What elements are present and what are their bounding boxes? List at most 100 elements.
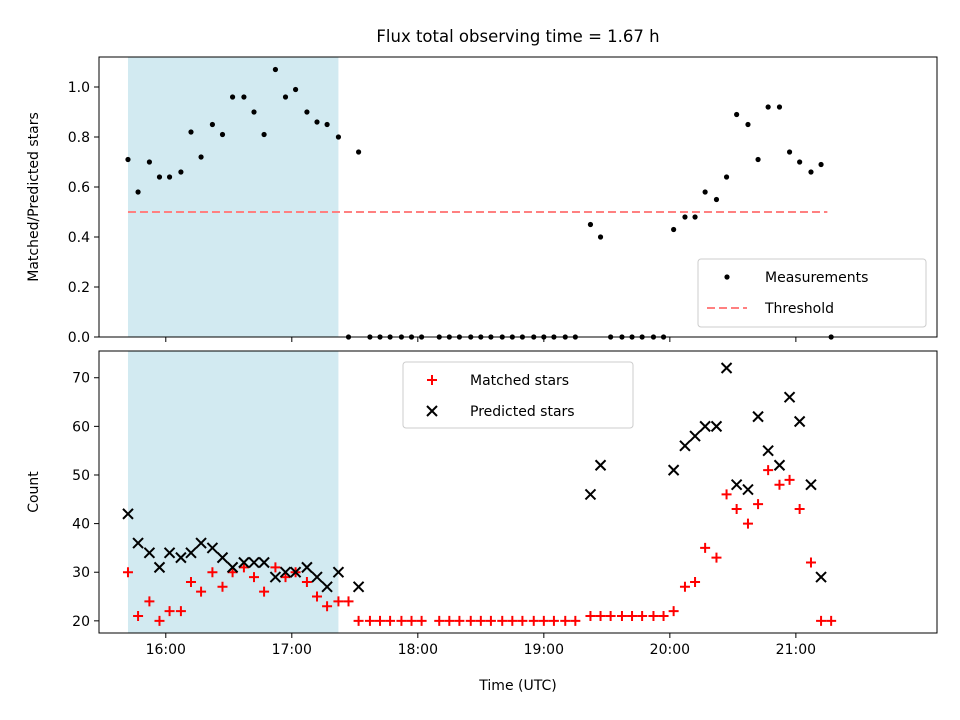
predicted-star-point (710, 420, 723, 433)
measurement-point (282, 94, 289, 100)
shaded-interval (127, 57, 339, 337)
matched-star-point (605, 610, 616, 621)
y-tick-label: 0.0 (68, 330, 90, 346)
matched-star-point (721, 489, 732, 500)
y-tick-label: 0.8 (68, 130, 90, 146)
matched-star-point (711, 552, 722, 563)
matched-star-point (454, 615, 465, 626)
legend-box (402, 361, 634, 429)
measurement-point (682, 214, 688, 220)
y-tick-label: 60 (72, 419, 90, 435)
matched-star-point (475, 615, 486, 626)
matched-star-point (805, 557, 816, 568)
axes-frame (98, 56, 938, 338)
y-axis-label: Count (26, 471, 42, 513)
measurement-point (229, 94, 236, 100)
predicted-star-point (311, 571, 323, 583)
predicted-star-point (321, 581, 333, 593)
matched-star-point (416, 615, 427, 626)
legend: Matched stars Predicted stars (402, 361, 634, 429)
x-tick-label: 16:00 (146, 642, 186, 658)
measurement-point (597, 234, 604, 240)
matched-star-point (217, 581, 228, 592)
predicted-star-point (206, 542, 219, 554)
measurement-point (146, 159, 153, 165)
measurement-point (219, 131, 226, 138)
predicted-star-point (742, 483, 754, 496)
predicted-star-point (762, 444, 774, 457)
matched-star-point (270, 562, 281, 573)
matched-star-point (353, 615, 364, 626)
measurement-point (198, 154, 204, 160)
legend-predicted-marker (426, 405, 438, 417)
measurement-point (818, 161, 824, 168)
matched-star-point (668, 606, 679, 617)
legend-matched-marker (427, 375, 437, 385)
measurement-point (776, 104, 783, 110)
measurement-point (702, 189, 708, 195)
axes-frame (98, 350, 938, 634)
legend-measurement-marker (724, 274, 730, 280)
matched-star-point (144, 596, 155, 607)
measurement-point (335, 134, 342, 140)
measurement-point (251, 109, 257, 115)
matched-star-point (185, 576, 196, 587)
predicted-star-point (216, 551, 229, 564)
series-1 (122, 362, 827, 593)
predicted-star-point (248, 556, 260, 569)
legend-label: Matched stars (470, 373, 569, 389)
matched-star-point (507, 615, 518, 626)
matched-star-point (248, 572, 259, 583)
measurement-point (745, 121, 751, 128)
matched-star-point (826, 615, 837, 626)
y-tick-label: 50 (72, 468, 90, 484)
matched-star-point (794, 504, 805, 515)
measurement-point (241, 94, 247, 100)
matched-star-point (406, 615, 417, 626)
matched-star-point (585, 610, 596, 621)
matched-star-point (164, 606, 175, 617)
matched-star-point (175, 606, 186, 617)
x-tick-label: 21:00 (776, 642, 816, 658)
matched-star-point (784, 474, 795, 485)
matched-star-point (627, 610, 638, 621)
matched-star-point (816, 615, 827, 626)
matched-star-point (343, 596, 354, 607)
matched-star-point (560, 615, 571, 626)
y-tick-label: 70 (72, 371, 90, 387)
measurement-point (755, 156, 761, 163)
predicted-star-point (793, 415, 806, 428)
matched-star-point (742, 518, 753, 529)
matched-star-point (528, 615, 539, 626)
series-0 (122, 465, 837, 626)
measurement-point (786, 149, 793, 155)
measurement-point (734, 111, 740, 118)
matched-star-point (658, 610, 669, 621)
predicted-star-point (730, 478, 743, 491)
predicted-star-point (301, 561, 313, 574)
predicted-star-point (279, 566, 292, 578)
predicted-star-point (352, 581, 365, 593)
matched-star-point (196, 586, 207, 597)
measurement-point (188, 129, 194, 135)
measurement-point (723, 174, 730, 180)
predicted-star-point (584, 488, 597, 501)
predicted-star-point (720, 362, 733, 374)
matched-star-point (375, 615, 386, 626)
predicted-star-point (679, 440, 691, 452)
measurement-point (808, 169, 814, 175)
measurement-point (692, 214, 698, 220)
matched-star-point (753, 499, 764, 510)
measurement-point (304, 109, 310, 115)
predicted-star-point (153, 561, 166, 574)
predicted-star-point (132, 537, 144, 549)
predicted-star-point (594, 459, 607, 471)
measurement-point (166, 174, 173, 180)
predicted-star-point (238, 556, 250, 569)
predicted-star-point (699, 420, 711, 433)
legend: Measurements Threshold (697, 258, 927, 328)
matched-star-point (465, 615, 476, 626)
matched-star-point (122, 567, 133, 578)
matched-star-point (434, 615, 445, 626)
matched-star-point (648, 610, 659, 621)
